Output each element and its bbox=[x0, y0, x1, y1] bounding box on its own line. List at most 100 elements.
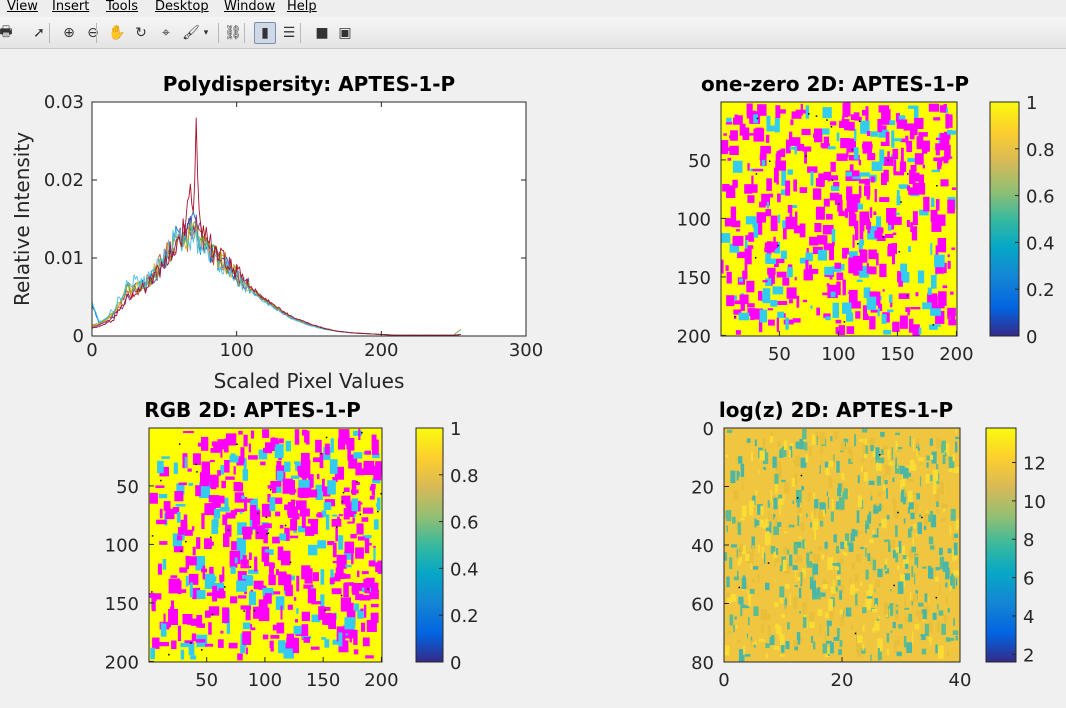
brush-dropdown-icon[interactable]: ▾ bbox=[203, 28, 209, 38]
menu-help[interactable]: Help bbox=[287, 0, 317, 14]
y-tick-label: 80 bbox=[691, 653, 714, 674]
image-patch bbox=[278, 465, 284, 472]
image-patch bbox=[854, 434, 857, 447]
image-patch bbox=[272, 536, 280, 544]
image-pixel bbox=[887, 159, 889, 161]
image-patch bbox=[918, 613, 923, 621]
image-patch bbox=[844, 540, 848, 549]
menu-tools[interactable]: Tools bbox=[106, 0, 139, 14]
image-patch bbox=[883, 602, 888, 615]
zoom-out-icon[interactable]: ⊖ bbox=[87, 25, 99, 41]
select-arrow-icon[interactable]: ➚ bbox=[33, 25, 45, 41]
show-plot-tools-icon[interactable]: ▣ bbox=[338, 25, 352, 41]
image-pixel bbox=[831, 179, 834, 181]
menu-insert[interactable]: Insert bbox=[52, 0, 90, 14]
image-patch bbox=[935, 319, 938, 324]
image-patch bbox=[775, 483, 778, 494]
legend-toggle-icon[interactable]: ☰ bbox=[282, 25, 296, 41]
image-patch bbox=[730, 470, 736, 484]
image-patch bbox=[922, 164, 925, 169]
image-patch bbox=[859, 265, 869, 278]
image-patch bbox=[909, 549, 914, 559]
image-patch bbox=[853, 147, 859, 160]
zoom-in-icon[interactable]: ⊕ bbox=[63, 25, 75, 41]
menu-window[interactable]: Window bbox=[224, 0, 276, 14]
image-patch bbox=[738, 456, 743, 464]
image-patch bbox=[275, 511, 281, 517]
image-pixel bbox=[227, 529, 230, 531]
image-patch bbox=[243, 457, 247, 470]
image-patch bbox=[223, 438, 229, 453]
image-patch bbox=[848, 291, 854, 294]
image-patch bbox=[848, 257, 859, 274]
image-pixel bbox=[284, 524, 287, 527]
image-patch bbox=[738, 312, 750, 321]
image-patch bbox=[856, 279, 863, 282]
print-icon[interactable]: 🖶 bbox=[0, 24, 13, 40]
image-patch bbox=[196, 590, 206, 599]
image-patch bbox=[937, 604, 939, 610]
link-plot-icon[interactable]: ⛓ bbox=[224, 25, 242, 41]
menu-desktop[interactable]: Desktop bbox=[155, 0, 209, 14]
image-patch bbox=[913, 438, 915, 451]
image-patch bbox=[919, 476, 922, 487]
brush-icon[interactable]: 🖌 bbox=[182, 25, 200, 41]
y-tick-label: 60 bbox=[691, 595, 714, 616]
image-patch bbox=[860, 120, 870, 134]
hide-plot-tools-icon[interactable]: ■ bbox=[315, 25, 329, 41]
image-patch bbox=[346, 433, 350, 450]
image-patch bbox=[769, 635, 775, 645]
menu-view[interactable]: View bbox=[7, 0, 38, 14]
pan-hand-icon[interactable]: ✋ bbox=[108, 25, 126, 41]
image-patch bbox=[747, 245, 754, 249]
image-patch bbox=[848, 542, 854, 552]
image-patch bbox=[253, 606, 262, 619]
image-pixel bbox=[151, 591, 153, 593]
image-patch bbox=[903, 123, 915, 131]
image-pixel bbox=[858, 120, 861, 122]
image-patch bbox=[895, 457, 897, 470]
image-patch bbox=[363, 460, 375, 475]
image-patch bbox=[368, 560, 376, 567]
colorbar-toggle-icon[interactable]: ▮ bbox=[254, 22, 276, 44]
image-patch bbox=[840, 138, 850, 149]
data-cursor-icon[interactable]: ⌖ bbox=[162, 25, 170, 41]
image-patch bbox=[838, 325, 845, 336]
image-patch bbox=[163, 501, 171, 511]
image-patch bbox=[794, 276, 797, 281]
image-patch bbox=[258, 599, 268, 614]
image-patch bbox=[750, 636, 753, 644]
image-patch bbox=[189, 582, 193, 598]
image-patch bbox=[202, 565, 206, 580]
image-patch bbox=[726, 117, 732, 125]
rotate-3d-icon[interactable]: ↻ bbox=[135, 25, 147, 41]
image-patch bbox=[856, 510, 860, 523]
image-patch bbox=[358, 428, 361, 441]
image-patch bbox=[224, 460, 230, 473]
image-patch bbox=[842, 551, 845, 554]
image-patch bbox=[914, 153, 924, 165]
image-patch bbox=[930, 514, 937, 528]
image-patch bbox=[810, 171, 814, 186]
image-patch bbox=[231, 541, 240, 551]
image-patch bbox=[727, 429, 733, 433]
x-tick-label: 300 bbox=[509, 340, 543, 361]
image-patch bbox=[862, 607, 867, 614]
image-patch bbox=[247, 498, 254, 503]
image-patch bbox=[900, 138, 906, 143]
image-patch bbox=[806, 552, 810, 565]
image-patch bbox=[928, 621, 933, 633]
image-patch bbox=[822, 107, 832, 119]
image-pixel bbox=[151, 535, 154, 537]
image-patch bbox=[279, 525, 284, 529]
image-patch bbox=[939, 105, 947, 113]
image-patch bbox=[234, 557, 238, 564]
image-patch bbox=[872, 559, 877, 571]
image-patch bbox=[905, 141, 912, 146]
image-patch bbox=[789, 146, 795, 150]
image-patch bbox=[823, 243, 834, 251]
image-patch bbox=[955, 635, 958, 641]
image-patch bbox=[850, 576, 852, 585]
image-patch bbox=[840, 541, 846, 549]
